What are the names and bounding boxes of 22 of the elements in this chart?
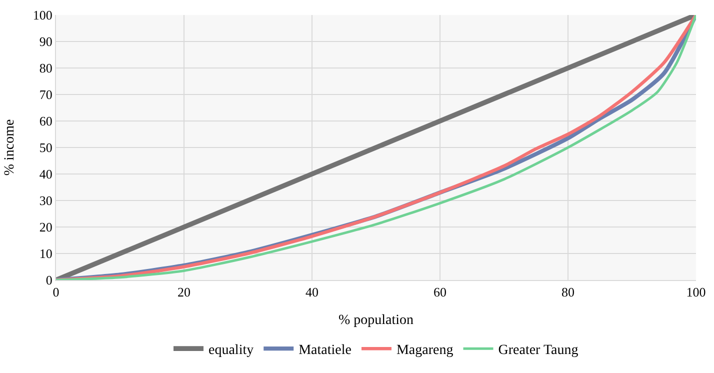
y-tick-label: 60 xyxy=(39,114,52,129)
y-axis-title: % income xyxy=(2,119,18,176)
x-tick-label: 60 xyxy=(434,284,446,300)
legend-label: equality xyxy=(208,343,254,358)
y-tick-label: 80 xyxy=(39,60,52,76)
y-tick-label: 50 xyxy=(39,140,52,156)
legend-label: Matatiele xyxy=(298,343,352,358)
y-tick-label: 0 xyxy=(46,272,52,288)
legend-label: Magareng xyxy=(396,343,454,358)
x-tick-label: 80 xyxy=(562,284,574,300)
y-tick-label: 40 xyxy=(39,166,52,182)
x-tick-label: 100 xyxy=(686,284,706,300)
x-tick-label: 40 xyxy=(306,284,318,300)
y-tick-label: 30 xyxy=(39,193,52,208)
x-axis-title: % population xyxy=(338,312,414,328)
y-tick-label: 20 xyxy=(39,220,52,235)
legend-label: Greater Taung xyxy=(498,343,578,358)
x-tick-label: 20 xyxy=(178,284,190,300)
y-tick-label: 70 xyxy=(39,87,52,102)
y-tick-label: 10 xyxy=(39,246,52,262)
y-tick-label: 90 xyxy=(39,34,52,50)
y-tick-label: 100 xyxy=(32,8,52,23)
